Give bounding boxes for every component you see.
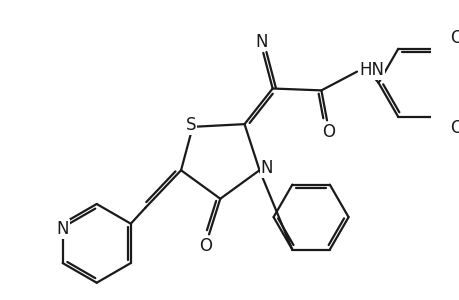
Text: N: N [56, 220, 69, 238]
Text: N: N [255, 33, 267, 51]
Text: HN: HN [358, 61, 383, 79]
Text: Cl: Cl [449, 119, 459, 137]
Text: O: O [322, 123, 335, 141]
Text: N: N [260, 159, 273, 177]
Text: Cl: Cl [449, 28, 459, 46]
Text: S: S [185, 116, 196, 134]
Text: O: O [198, 237, 211, 255]
